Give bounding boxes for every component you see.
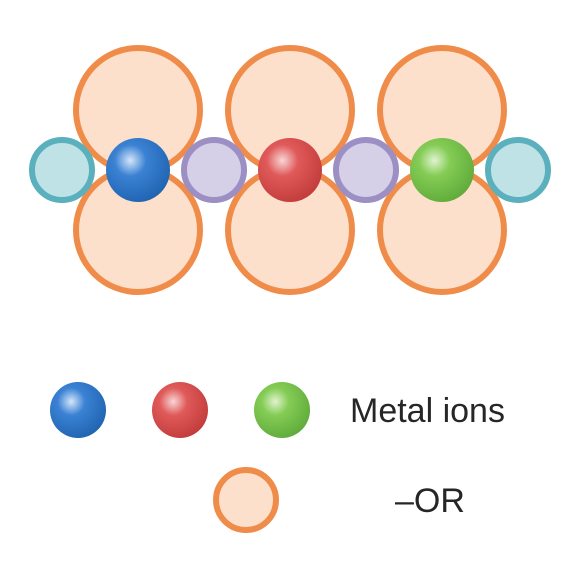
legend-metal-2 bbox=[254, 382, 310, 438]
legend-metal-0 bbox=[50, 382, 106, 438]
legend-metal-1 bbox=[152, 382, 208, 438]
metal-ion-2 bbox=[410, 138, 474, 202]
bridge-purple bbox=[184, 140, 244, 200]
bridge-teal bbox=[32, 140, 92, 200]
bridge-purple bbox=[336, 140, 396, 200]
metal-ion-0 bbox=[106, 138, 170, 202]
legend-metal-label: Metal ions bbox=[350, 392, 505, 430]
legend-or-label: –OR bbox=[395, 482, 465, 520]
legend-or-ring bbox=[216, 470, 276, 530]
bridge-teal bbox=[488, 140, 548, 200]
metal-ion-1 bbox=[258, 138, 322, 202]
